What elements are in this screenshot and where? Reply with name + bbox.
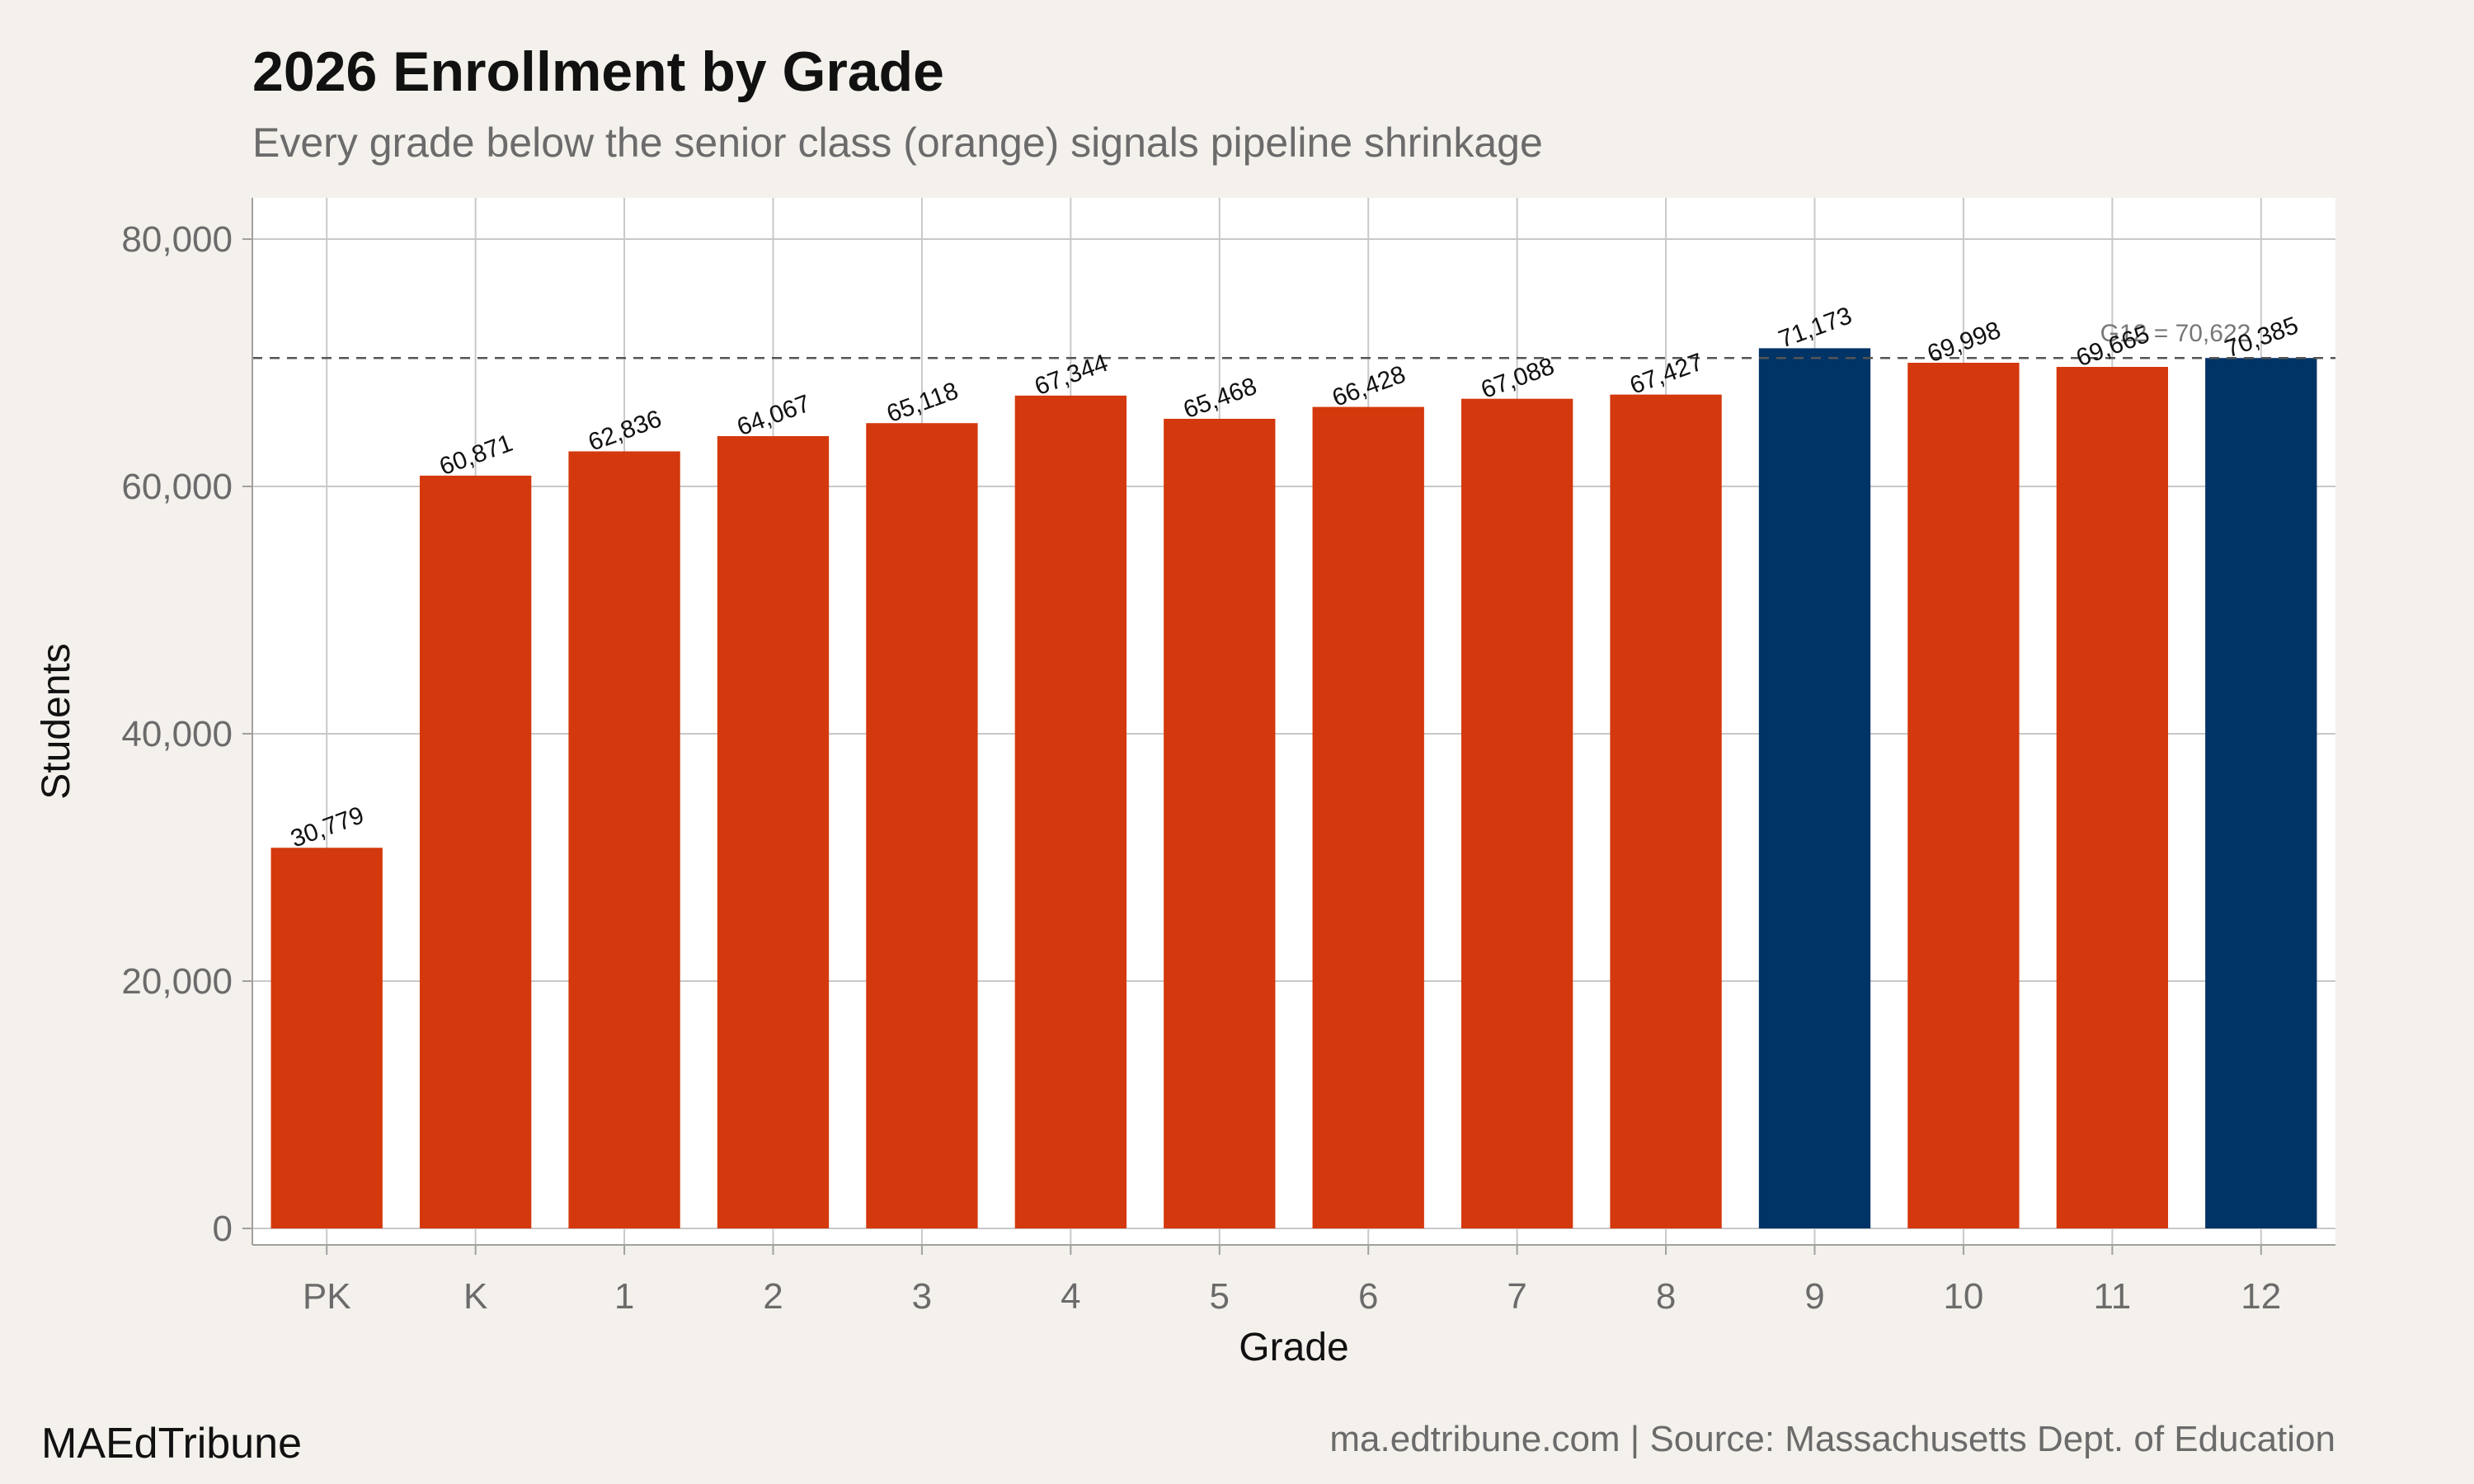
bar-6 <box>1312 406 1424 1229</box>
bar-8 <box>1610 394 1722 1229</box>
bars <box>270 348 2317 1229</box>
x-tick-label: 8 <box>1656 1276 1676 1317</box>
bar-10 <box>1907 363 2020 1228</box>
y-tick-labels: 0 20,000 40,000 60,000 80,000 <box>121 219 252 1249</box>
bar-12 <box>2205 358 2317 1229</box>
x-tick-label: 9 <box>1804 1276 1824 1317</box>
bar-3 <box>866 423 978 1228</box>
x-tick-label: 11 <box>2094 1276 2132 1317</box>
x-tick-label: PK <box>303 1276 351 1317</box>
y-axis-title: Students <box>35 643 78 799</box>
bar-5 <box>1164 418 1276 1229</box>
bar-4 <box>1014 395 1127 1229</box>
plot-panel <box>252 198 2335 1245</box>
x-tick-labels: PK K 1 2 3 4 5 6 7 8 9 10 11 12 <box>303 1245 2281 1317</box>
axes <box>252 198 2335 1246</box>
reference-line-label: G12 = 70,622 <box>2100 320 2251 347</box>
x-tick-label: 10 <box>1943 1276 1983 1317</box>
x-tick-label: 12 <box>2241 1276 2281 1317</box>
x-tick-label: 3 <box>912 1276 932 1317</box>
bar-9 <box>1758 348 1871 1228</box>
x-tick-label: 1 <box>614 1276 634 1317</box>
chart-title: 2026 Enrollment by Grade <box>252 40 944 103</box>
bar-2 <box>717 435 830 1228</box>
y-tick-label: 60,000 <box>121 467 233 507</box>
y-tick-label: 0 <box>213 1209 233 1249</box>
y-tick-label: 80,000 <box>121 219 233 260</box>
y-tick-label: 20,000 <box>121 961 233 1002</box>
x-tick-label: 2 <box>763 1276 783 1317</box>
chart-subtitle: Every grade below the senior class (oran… <box>252 120 1543 166</box>
y-tick-label: 40,000 <box>121 714 233 754</box>
bar-1 <box>568 451 680 1228</box>
bar-7 <box>1460 398 1573 1228</box>
reference-line-group: G12 = 70,622 <box>252 320 2335 359</box>
x-axis-title: Grade <box>1239 1326 1348 1369</box>
bar-11 <box>2056 367 2169 1228</box>
x-tick-label: K <box>463 1276 487 1317</box>
x-tick-label: 7 <box>1507 1276 1526 1317</box>
x-tick-label: 4 <box>1061 1276 1080 1317</box>
brand-logo-text: MAEdTribune <box>41 1420 302 1468</box>
source-note: ma.edtribune.com | Source: Massachusetts… <box>1329 1419 2335 1459</box>
x-tick-label: 5 <box>1210 1276 1230 1317</box>
bar-pk <box>270 848 383 1228</box>
bar-k <box>419 475 532 1228</box>
x-tick-label: 6 <box>1358 1276 1378 1317</box>
